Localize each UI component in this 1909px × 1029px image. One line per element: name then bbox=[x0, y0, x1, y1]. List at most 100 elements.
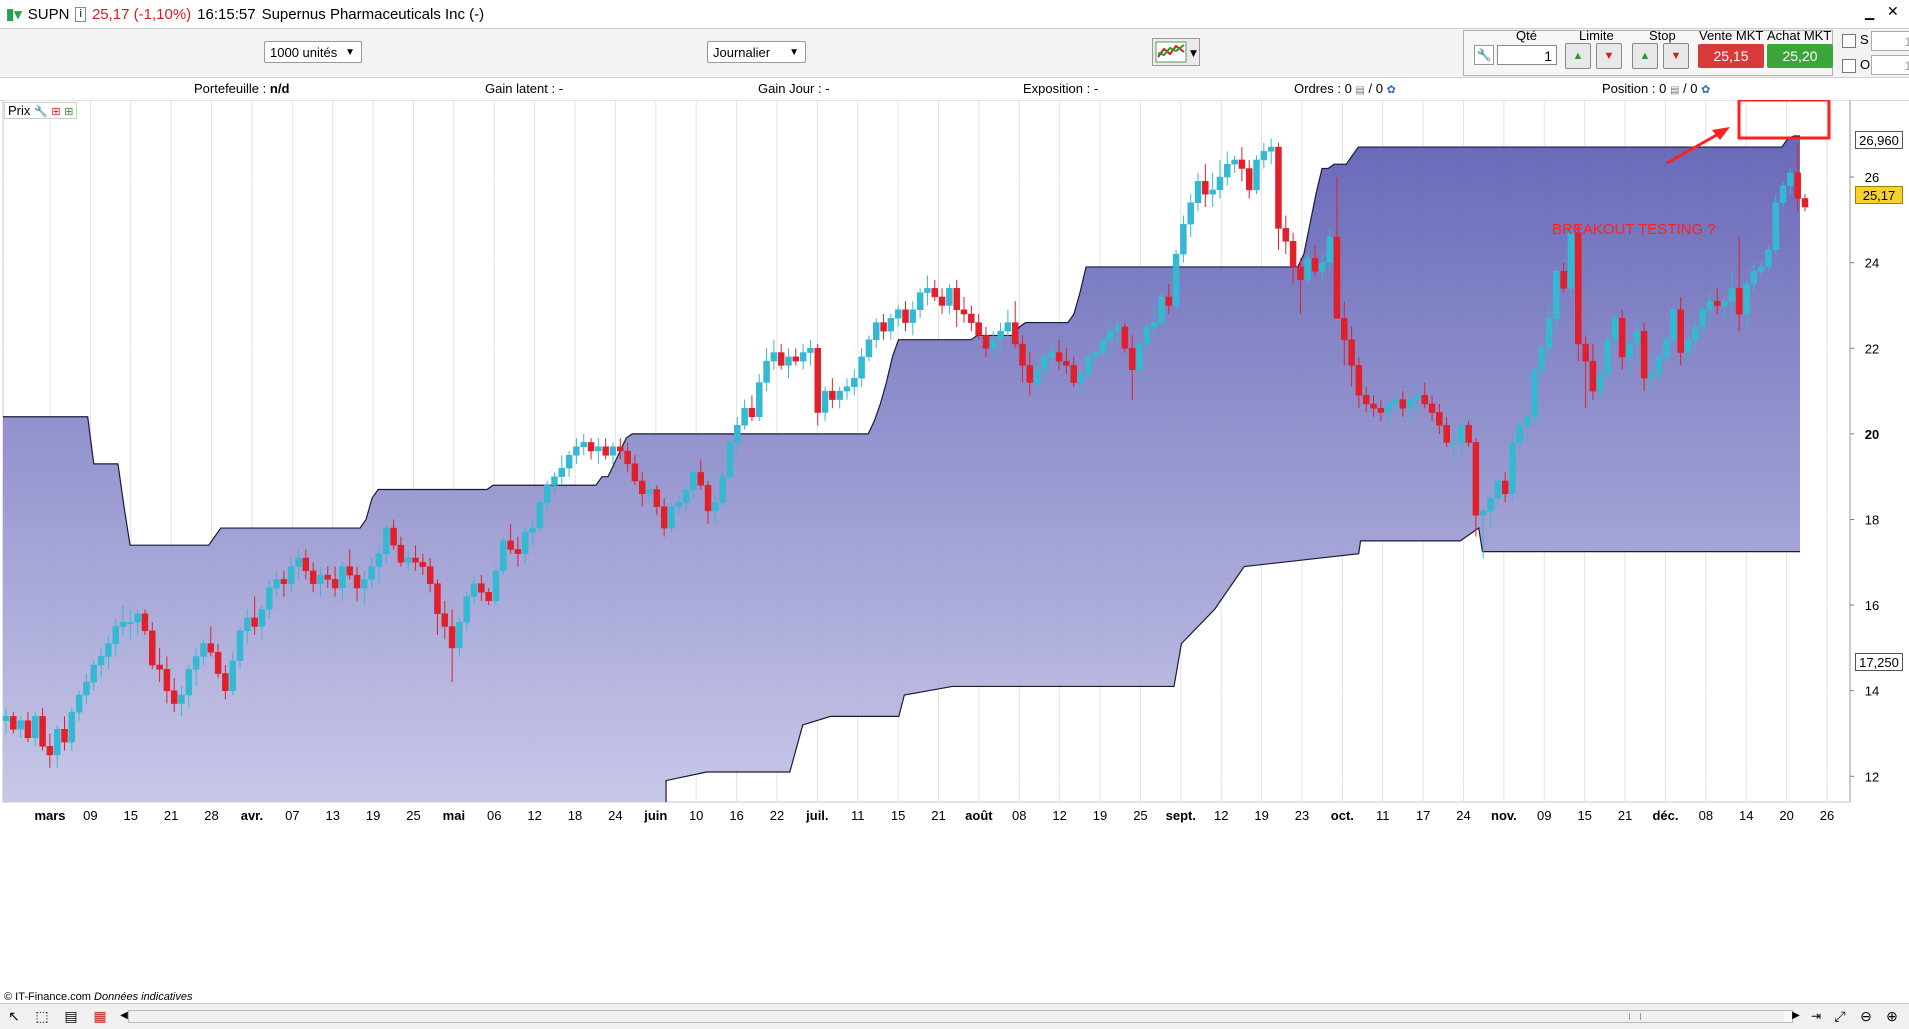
candle-body bbox=[946, 288, 953, 306]
layout-icon[interactable]: ▦ bbox=[93, 1008, 107, 1024]
stop-buy-button[interactable]: ▲ bbox=[1632, 43, 1658, 69]
candle-body bbox=[865, 339, 873, 358]
candle-body bbox=[1085, 356, 1092, 375]
candle-body bbox=[1670, 309, 1677, 340]
candle-body bbox=[1655, 356, 1662, 375]
wrench-icon[interactable]: 🔧 bbox=[1474, 45, 1494, 65]
stop-sell-button[interactable]: ▼ bbox=[1663, 43, 1689, 69]
s-input[interactable]: 10 bbox=[1871, 31, 1909, 51]
candle-body bbox=[1721, 300, 1728, 306]
y-tick-label: 12 bbox=[1865, 769, 1879, 784]
trendline-icon[interactable]: ⬚ bbox=[35, 1008, 49, 1024]
candle-body bbox=[434, 583, 441, 614]
candle-body bbox=[97, 656, 105, 666]
annotation-text: BREAKOUT TESTING ? bbox=[1552, 221, 1716, 238]
x-tick-label: 06 bbox=[487, 808, 501, 823]
minimize-icon[interactable]: ▁ bbox=[1865, 6, 1875, 20]
candle-body bbox=[1706, 300, 1714, 310]
units-select[interactable]: 1000 unités ▼ bbox=[264, 41, 362, 63]
gain-latent-info: Gain latent : - bbox=[485, 81, 563, 96]
limit-buy-button[interactable]: ▲ bbox=[1565, 43, 1591, 69]
x-tick-label: mars bbox=[34, 808, 65, 823]
panel-label-text: Prix bbox=[8, 103, 31, 118]
candle-body bbox=[1121, 326, 1129, 349]
position-list-icon[interactable]: ▤ bbox=[1669, 85, 1680, 96]
candle-body bbox=[1479, 510, 1487, 516]
candle-body bbox=[383, 527, 390, 554]
scrollbar-thumb[interactable] bbox=[129, 1011, 1784, 1022]
limit-sell-button[interactable]: ▼ bbox=[1596, 43, 1622, 69]
buy-market-button[interactable]: 25,20 bbox=[1767, 44, 1833, 68]
indicator-menu-button[interactable]: ▼ bbox=[1152, 38, 1200, 66]
save-icon[interactable]: ▤ bbox=[64, 1008, 78, 1024]
s-checkbox[interactable] bbox=[1842, 34, 1856, 48]
channel-upper-line bbox=[3, 135, 1800, 546]
price-chart[interactable]: 12 14 16 18 20 22 24 26 mars 09 15 21 28 avr. 07 13 19 25… bbox=[0, 98, 1909, 1003]
candle-body bbox=[456, 621, 463, 649]
candle-body bbox=[1662, 339, 1670, 358]
candle-body bbox=[156, 664, 163, 670]
candle-body bbox=[960, 309, 968, 315]
chart-svg[interactable]: 12 14 16 18 20 22 24 26 mars 09 15 21 28 avr. 07 13 19 25… bbox=[0, 98, 1909, 1003]
gain-jour-info: Gain Jour : - bbox=[758, 81, 830, 96]
candle-body bbox=[1765, 249, 1772, 268]
scroll-left-icon[interactable]: ◀ bbox=[120, 1010, 128, 1021]
candle-body bbox=[1136, 343, 1143, 370]
orders-list-icon[interactable]: ▤ bbox=[1355, 85, 1365, 96]
orders-settings-icon[interactable]: ✿ bbox=[1386, 84, 1396, 96]
candle-body bbox=[755, 382, 763, 418]
candle-body bbox=[624, 450, 631, 465]
chevron-down-icon: ▼ bbox=[345, 47, 355, 58]
candle-body bbox=[851, 377, 858, 388]
candle-body bbox=[324, 574, 332, 580]
o-checkbox[interactable] bbox=[1842, 59, 1856, 73]
candle-body bbox=[953, 288, 960, 310]
candle-body bbox=[222, 673, 229, 691]
candle-body bbox=[1750, 270, 1758, 285]
scroll-right-icon[interactable]: ▶ bbox=[1792, 1010, 1800, 1021]
sell-market-button[interactable]: 25,15 bbox=[1698, 44, 1764, 68]
zoom-in-icon[interactable]: ⊕ bbox=[1886, 1008, 1898, 1024]
candle-body bbox=[46, 746, 54, 756]
cursor-icon[interactable]: ↖ bbox=[8, 1008, 20, 1024]
candle-body bbox=[1209, 189, 1216, 195]
zoom-out-icon[interactable]: ⊖ bbox=[1860, 1008, 1872, 1024]
annotation-arrow-line bbox=[1666, 130, 1723, 165]
x-tick-label: mai bbox=[443, 808, 465, 823]
candle-body bbox=[1355, 365, 1363, 396]
close-icon[interactable]: ✕ bbox=[1887, 3, 1899, 19]
wrench-icon[interactable]: 🔧 bbox=[34, 106, 48, 118]
exposition-info: Exposition : - bbox=[1023, 81, 1098, 96]
info-icon[interactable]: i bbox=[75, 6, 86, 22]
candle-body bbox=[1063, 360, 1070, 366]
period-select[interactable]: Journalier ▼ bbox=[707, 41, 806, 63]
x-tick-label: 16 bbox=[729, 808, 743, 823]
candle-body bbox=[485, 592, 492, 602]
candle-body bbox=[200, 643, 207, 657]
add-indicator-icon[interactable]: ⊞ bbox=[51, 106, 61, 118]
position-settings-icon[interactable]: ✿ bbox=[1701, 84, 1711, 96]
candle-body bbox=[10, 716, 17, 730]
last-price-label: 25,17 bbox=[1855, 186, 1903, 204]
add-overlay-icon[interactable]: ⊞ bbox=[64, 106, 74, 118]
company-name-label: Supernus Pharmaceuticals Inc (-) bbox=[261, 5, 485, 23]
x-tick-label: 12 bbox=[1214, 808, 1228, 823]
candle-body bbox=[1107, 330, 1114, 340]
candle-body bbox=[1779, 185, 1787, 203]
quantity-input[interactable]: 1 bbox=[1497, 45, 1557, 65]
candle-body bbox=[163, 669, 171, 691]
candle-body bbox=[1611, 318, 1619, 340]
candle-body bbox=[872, 322, 880, 340]
candle-body bbox=[75, 694, 83, 713]
chart-type-icon[interactable]: ▮▾ bbox=[6, 6, 22, 23]
breakout-highlight-box bbox=[1737, 98, 1831, 140]
zoom-fit-icon[interactable]: ⤢ bbox=[1834, 1008, 1846, 1024]
candle-body bbox=[441, 613, 449, 627]
x-tick-label: 13 bbox=[325, 808, 339, 823]
o-input[interactable]: 10 bbox=[1871, 55, 1909, 75]
candle-body bbox=[938, 296, 946, 306]
candle-body bbox=[719, 476, 726, 503]
horizontal-scrollbar[interactable] bbox=[128, 1010, 1793, 1023]
go-to-end-icon[interactable]: ⇥ bbox=[1810, 1009, 1822, 1023]
scrollbar-grip[interactable] bbox=[1629, 1013, 1641, 1020]
